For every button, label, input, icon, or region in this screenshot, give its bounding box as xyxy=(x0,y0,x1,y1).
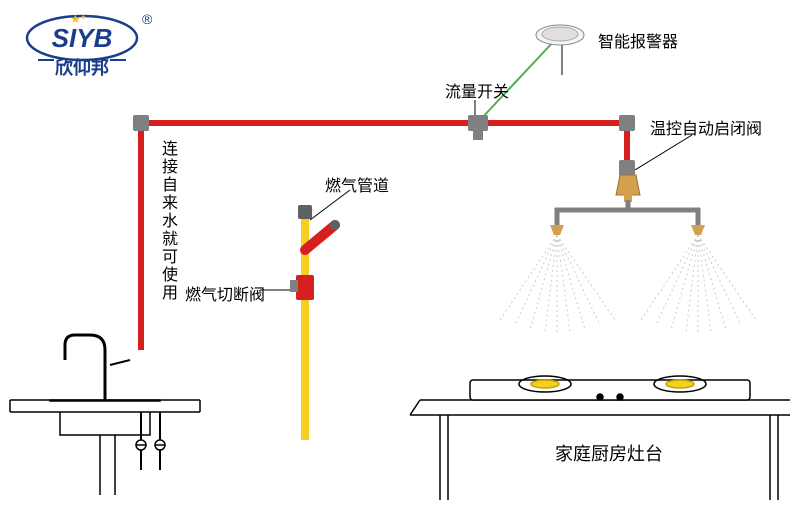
label-flow-switch: 流量开关 xyxy=(445,78,509,102)
gas-pipe-icon xyxy=(290,205,340,440)
sink-icon xyxy=(10,335,200,495)
smart-alarm-icon xyxy=(536,25,584,45)
label-gas-cutoff: 燃气切断阀 xyxy=(185,281,265,305)
label-water-connect: 连接自来水就可使用 xyxy=(155,140,179,302)
svg-text:✦: ✦ xyxy=(80,13,87,22)
logo-reg-mark: ® xyxy=(142,11,153,27)
flow-switch-icon xyxy=(473,126,483,140)
label-temp-valve: 温控自动启闭阀 xyxy=(650,115,762,139)
stove-icon xyxy=(410,376,790,500)
label-smart-alarm: 智能报警器 xyxy=(598,28,678,52)
logo-text-en: SIYB xyxy=(52,23,113,53)
label-gas-pipe: 燃气管道 xyxy=(325,172,389,196)
logo-text-cn: 欣仰邦 xyxy=(55,57,109,78)
label-stove: 家庭厨房灶台 xyxy=(555,440,663,466)
gas-cutoff-valve-icon xyxy=(296,275,314,300)
temp-valve-icon xyxy=(550,175,705,235)
